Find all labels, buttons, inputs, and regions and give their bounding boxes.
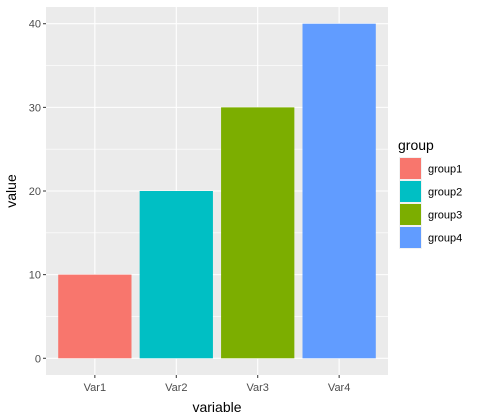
legend: group group1 group2 group3 group4 [398, 137, 462, 249]
y-axis: 0 10 20 30 40 [29, 19, 46, 365]
legend-key-group1 [400, 158, 421, 179]
bar-var1 [58, 274, 132, 359]
legend-label: group3 [428, 210, 462, 222]
y-tick-label: 0 [35, 353, 41, 365]
y-tick-label: 40 [29, 19, 41, 31]
legend-key-group4 [400, 227, 421, 248]
x-tick-label: Var3 [247, 382, 269, 394]
y-tick-label: 10 [29, 270, 41, 282]
bar-var2 [139, 191, 213, 359]
bar-var3 [221, 107, 295, 359]
legend-label: group1 [428, 164, 462, 176]
y-tick-label: 30 [29, 102, 41, 114]
bars [58, 23, 376, 359]
y-tick-label: 20 [29, 186, 41, 198]
legend-title: group [398, 137, 434, 153]
x-tick-label: Var1 [84, 382, 106, 394]
legend-label: group4 [428, 233, 462, 245]
legend-key-group3 [400, 204, 421, 225]
bar-var4 [302, 23, 376, 359]
x-axis-title: variable [192, 399, 241, 415]
x-tick-label: Var2 [165, 382, 187, 394]
x-tick-label: Var4 [328, 382, 350, 394]
y-axis-title: value [3, 174, 19, 208]
legend-label: group2 [428, 187, 462, 199]
legend-key-group2 [400, 181, 421, 202]
x-axis: Var1 Var2 Var3 Var4 [84, 375, 350, 394]
